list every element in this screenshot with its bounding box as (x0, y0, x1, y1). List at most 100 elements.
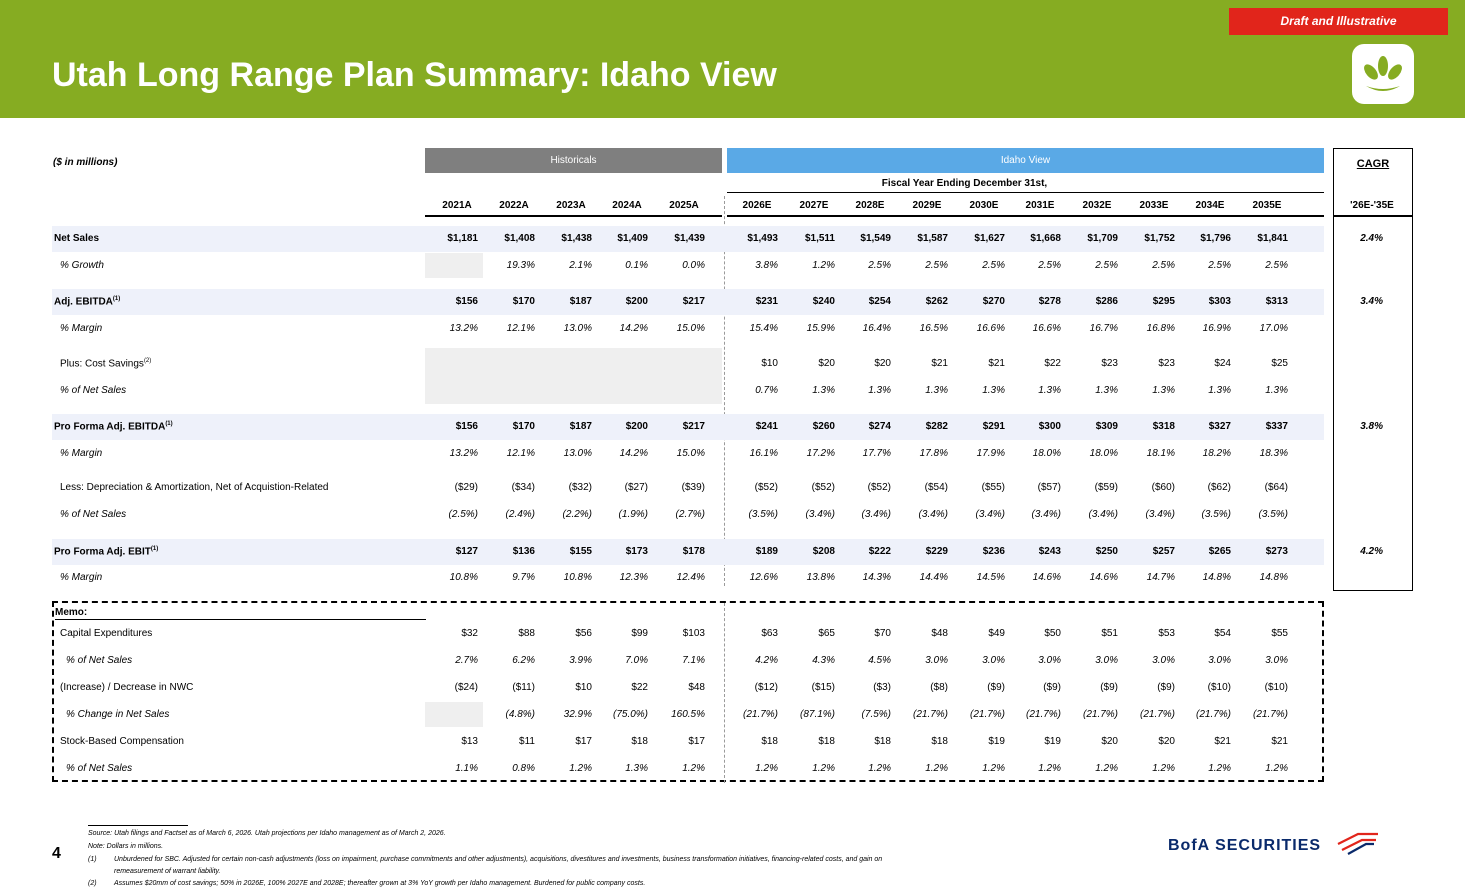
table-cell: $300 (1038, 421, 1061, 432)
table-cell: $231 (755, 296, 778, 307)
memo-cell: $18 (818, 736, 835, 747)
memo-cell: 1.2% (755, 763, 778, 774)
memo-cell: (21.7%) (969, 709, 1005, 720)
memo-cell: $20 (1101, 736, 1118, 747)
memo-cell: $18 (761, 736, 778, 747)
table-cell: 16.7% (1089, 323, 1118, 334)
table-cell: 15.4% (749, 323, 778, 334)
footnote-text: Assumes $20mm of cost savings; 50% in 20… (114, 880, 646, 887)
table-cell: $10 (761, 358, 778, 369)
memo-cell: 1.2% (1208, 763, 1231, 774)
table-cell: ($55) (981, 482, 1005, 493)
memo-cell: (21.7%) (912, 709, 948, 720)
divider (727, 192, 1324, 193)
table-cell: 1.3% (1265, 385, 1288, 396)
memo-cell: 32.9% (563, 709, 592, 720)
memo-cell: (21.7%) (1025, 709, 1061, 720)
table-cell: 14.8% (1259, 572, 1288, 583)
memo-cell: $51 (1101, 628, 1118, 639)
memo-cell: ($10) (1264, 682, 1288, 693)
table-cell: $1,408 (504, 233, 535, 244)
table-cell: $1,409 (617, 233, 648, 244)
memo-cell: 3.0% (1038, 655, 1061, 666)
memo-cell: $17 (575, 736, 592, 747)
memo-cell: 1.1% (455, 763, 478, 774)
row-label-text: Less: Depreciation & Amortization, Net o… (60, 482, 329, 493)
table-cell: 16.6% (1032, 323, 1061, 334)
footnote-marker: (1) (112, 296, 121, 302)
memo-cell: $10 (575, 682, 592, 693)
table-cell: 17.9% (976, 448, 1005, 459)
projection-band: Idaho View (727, 148, 1324, 173)
memo-cell: (21.7%) (1195, 709, 1231, 720)
table-cell: 17.8% (919, 448, 948, 459)
memo-cell: 3.0% (925, 655, 948, 666)
table-cell: $260 (812, 421, 835, 432)
memo-cell: $53 (1158, 628, 1175, 639)
table-cell: $295 (1152, 296, 1175, 307)
table-cell: $25 (1271, 358, 1288, 369)
footnote-text: Unburdened for SBC. Adjusted for certain… (114, 856, 883, 863)
footnote-1: (1) Unburdened for SBC. Adjusted for cert… (88, 856, 882, 863)
table-cell: 1.3% (982, 385, 1005, 396)
table-cell: ($60) (1151, 482, 1175, 493)
page-number: 4 (52, 845, 61, 862)
row-label: Less: Depreciation & Amortization, Net o… (60, 482, 328, 493)
memo-cell: $11 (519, 736, 535, 747)
memo-cell: (21.7%) (1139, 709, 1175, 720)
table-cell: $170 (512, 421, 535, 432)
table-cell: 17.0% (1259, 323, 1288, 334)
year-header-2029E: 2029E (912, 200, 942, 211)
row-label: Pro Forma Adj. EBIT(1) (54, 546, 158, 557)
table-cell: 14.8% (1202, 572, 1231, 583)
table-cell: $1,752 (1144, 233, 1175, 244)
year-header-2023A: 2023A (556, 200, 586, 211)
memo-cell: $18 (631, 736, 648, 747)
memo-cell: 1.2% (569, 763, 592, 774)
table-cell: 0.0% (682, 260, 705, 271)
table-cell: $20 (818, 358, 835, 369)
cagr-value: 3.4% (1360, 296, 1383, 307)
table-cell: 1.3% (1095, 385, 1118, 396)
table-cell: 16.1% (749, 448, 778, 459)
table-cell: $1,493 (747, 233, 778, 244)
memo-cell: 1.2% (982, 763, 1005, 774)
divider (88, 825, 188, 826)
memo-cell: ($8) (930, 682, 948, 693)
table-cell: 14.7% (1146, 572, 1175, 583)
table-cell: 1.3% (1152, 385, 1175, 396)
table-cell: 2.5% (982, 260, 1005, 271)
table-cell: $22 (1044, 358, 1061, 369)
table-cell: $21 (988, 358, 1005, 369)
table-cell: ($57) (1037, 482, 1061, 493)
row-label: % Margin (60, 448, 102, 459)
footnote-1-cont: remeasurement of warrant liability. (114, 868, 221, 875)
row-label-text: % Margin (60, 323, 103, 334)
table-cell: ($34) (511, 482, 535, 493)
table-cell: $1,549 (860, 233, 891, 244)
table-cell: (1.9%) (618, 509, 648, 520)
memo-row-label: % Change in Net Sales (66, 709, 170, 720)
memo-cell: 1.2% (812, 763, 835, 774)
cagr-value: 3.8% (1360, 421, 1383, 432)
bofa-flag-icon (1336, 832, 1380, 861)
memo-cell: 7.1% (682, 655, 705, 666)
memo-cell: $32 (461, 628, 478, 639)
year-header-2025A: 2025A (669, 200, 699, 211)
table-cell: $1,438 (561, 233, 592, 244)
table-cell: $156 (455, 421, 478, 432)
divider (724, 196, 725, 586)
table-cell: $217 (682, 296, 705, 307)
table-cell: 2.5% (1152, 260, 1175, 271)
footnote-number: (1) (88, 856, 97, 863)
memo-cell: ($3) (873, 682, 891, 693)
table-cell: $327 (1208, 421, 1231, 432)
memo-cell: 4.3% (812, 655, 835, 666)
table-cell: 1.3% (1208, 385, 1231, 396)
table-cell: $23 (1158, 358, 1175, 369)
memo-cell: 7.0% (625, 655, 648, 666)
cagr-column-box (1333, 148, 1413, 591)
year-header-2026E: 2026E (742, 200, 772, 211)
memo-cell: $103 (682, 628, 705, 639)
memo-cell: $56 (575, 628, 592, 639)
